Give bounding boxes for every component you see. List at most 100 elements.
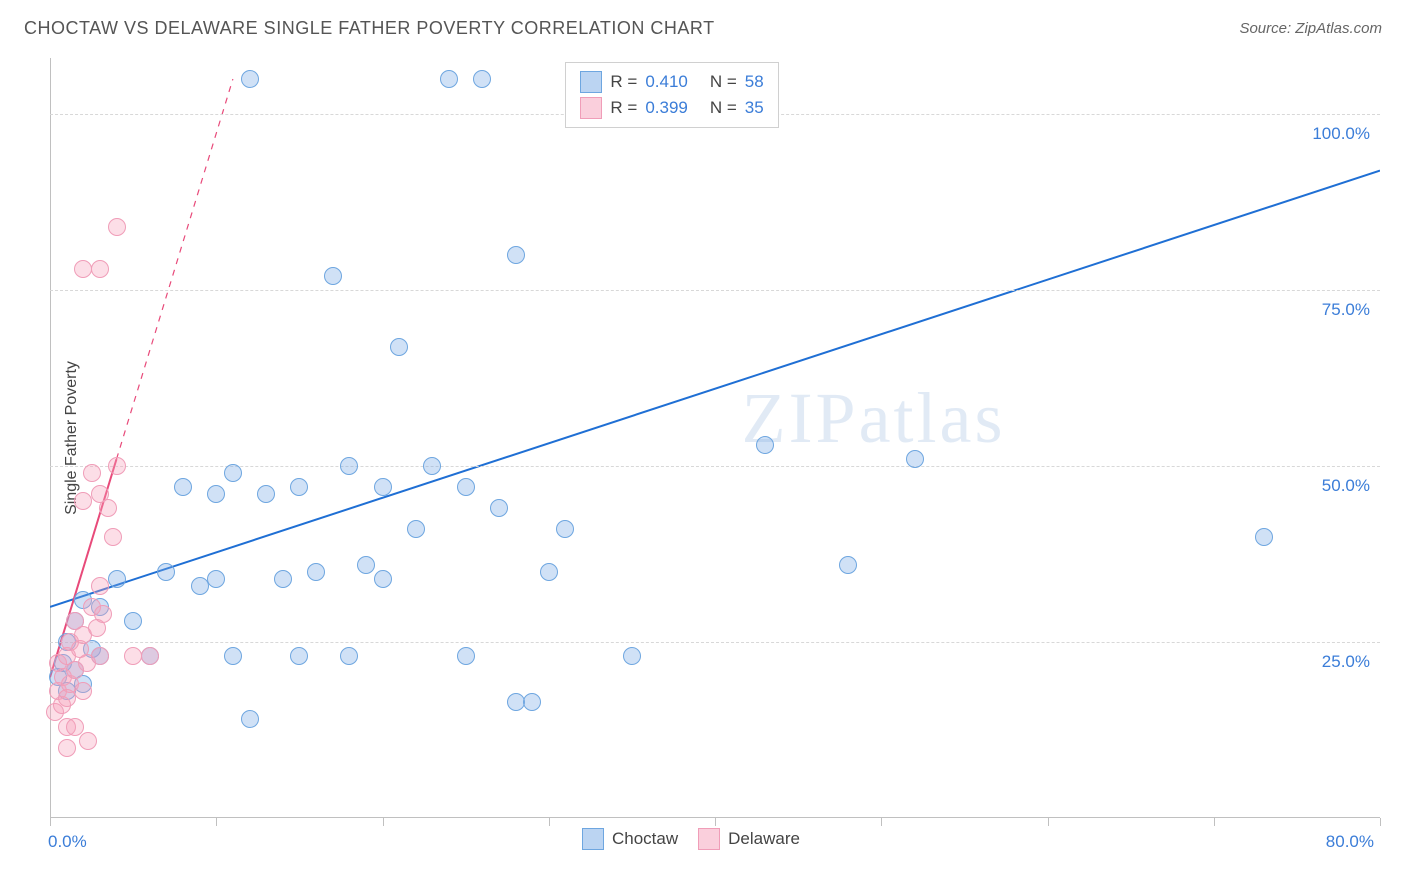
data-point (507, 246, 525, 264)
legend-n-label: N = (710, 72, 737, 92)
data-point (94, 605, 112, 623)
data-point (1255, 528, 1273, 546)
x-tick (383, 818, 384, 826)
data-point (157, 563, 175, 581)
data-point (307, 563, 325, 581)
legend-swatch (580, 97, 602, 119)
legend-row: R = 0.399 N = 35 (580, 95, 763, 121)
data-point (374, 570, 392, 588)
data-point (141, 647, 159, 665)
data-point (66, 718, 84, 736)
series-legend: Choctaw Delaware (582, 826, 800, 852)
data-point (540, 563, 558, 581)
legend-label: Delaware (728, 829, 800, 849)
legend-n-label: N = (710, 98, 737, 118)
gridline (50, 290, 1380, 291)
legend-swatch (582, 828, 604, 850)
x-tick (1380, 818, 1381, 826)
legend-row: R = 0.410 N = 58 (580, 69, 763, 95)
data-point (340, 457, 358, 475)
data-point (457, 647, 475, 665)
legend-r-value: 0.399 (645, 98, 688, 118)
data-point (74, 682, 92, 700)
x-tick (1048, 818, 1049, 826)
chart-title: CHOCTAW VS DELAWARE SINGLE FATHER POVERT… (24, 18, 715, 39)
chart-header: CHOCTAW VS DELAWARE SINGLE FATHER POVERT… (0, 0, 1406, 51)
legend-n-value: 35 (745, 98, 764, 118)
data-point (207, 570, 225, 588)
data-point (440, 70, 458, 88)
legend-item: Choctaw (582, 826, 678, 852)
gridline (50, 642, 1380, 643)
data-point (74, 260, 92, 278)
data-point (224, 464, 242, 482)
data-point (756, 436, 774, 454)
data-point (74, 492, 92, 510)
legend-r-value: 0.410 (645, 72, 688, 92)
correlation-legend: R = 0.410 N = 58 R = 0.399 N = 35 (565, 62, 778, 128)
data-point (224, 647, 242, 665)
y-tick-label: 50.0% (1322, 476, 1370, 496)
legend-r-label: R = (610, 98, 637, 118)
trend-lines (50, 58, 1380, 818)
data-point (91, 647, 109, 665)
data-point (241, 710, 259, 728)
data-point (423, 457, 441, 475)
data-point (623, 647, 641, 665)
data-point (507, 693, 525, 711)
chart-source: Source: ZipAtlas.com (1239, 20, 1382, 37)
data-point (108, 570, 126, 588)
data-point (340, 647, 358, 665)
y-tick-label: 100.0% (1312, 124, 1370, 144)
data-point (108, 457, 126, 475)
data-point (556, 520, 574, 538)
data-point (124, 647, 142, 665)
data-point (124, 612, 142, 630)
data-point (83, 464, 101, 482)
data-point (290, 478, 308, 496)
y-tick-label: 75.0% (1322, 300, 1370, 320)
data-point (473, 70, 491, 88)
data-point (108, 218, 126, 236)
data-point (523, 693, 541, 711)
x-tick (50, 818, 51, 826)
data-point (490, 499, 508, 517)
legend-n-value: 58 (745, 72, 764, 92)
y-tick-label: 25.0% (1322, 652, 1370, 672)
data-point (79, 732, 97, 750)
x-tick (216, 818, 217, 826)
watermark: ZIPatlas (742, 377, 1006, 460)
x-tick (549, 818, 550, 826)
x-tick (1214, 818, 1215, 826)
legend-item: Delaware (698, 826, 800, 852)
legend-swatch (698, 828, 720, 850)
x-tick-label: 80.0% (1326, 832, 1374, 852)
legend-label: Choctaw (612, 829, 678, 849)
x-tick-label: 0.0% (48, 832, 87, 852)
data-point (274, 570, 292, 588)
data-point (241, 70, 259, 88)
data-point (191, 577, 209, 595)
legend-r-label: R = (610, 72, 637, 92)
data-point (906, 450, 924, 468)
data-point (91, 260, 109, 278)
data-point (58, 739, 76, 757)
data-point (207, 485, 225, 503)
chart-area: Single Father Poverty ZIPatlas 25.0%50.0… (50, 58, 1380, 818)
gridline (50, 466, 1380, 467)
data-point (174, 478, 192, 496)
data-point (407, 520, 425, 538)
data-point (99, 499, 117, 517)
data-point (324, 267, 342, 285)
data-point (91, 577, 109, 595)
legend-swatch (580, 71, 602, 93)
data-point (457, 478, 475, 496)
data-point (290, 647, 308, 665)
data-point (357, 556, 375, 574)
data-point (104, 528, 122, 546)
x-tick (715, 818, 716, 826)
data-point (374, 478, 392, 496)
data-point (839, 556, 857, 574)
x-tick (881, 818, 882, 826)
data-point (390, 338, 408, 356)
